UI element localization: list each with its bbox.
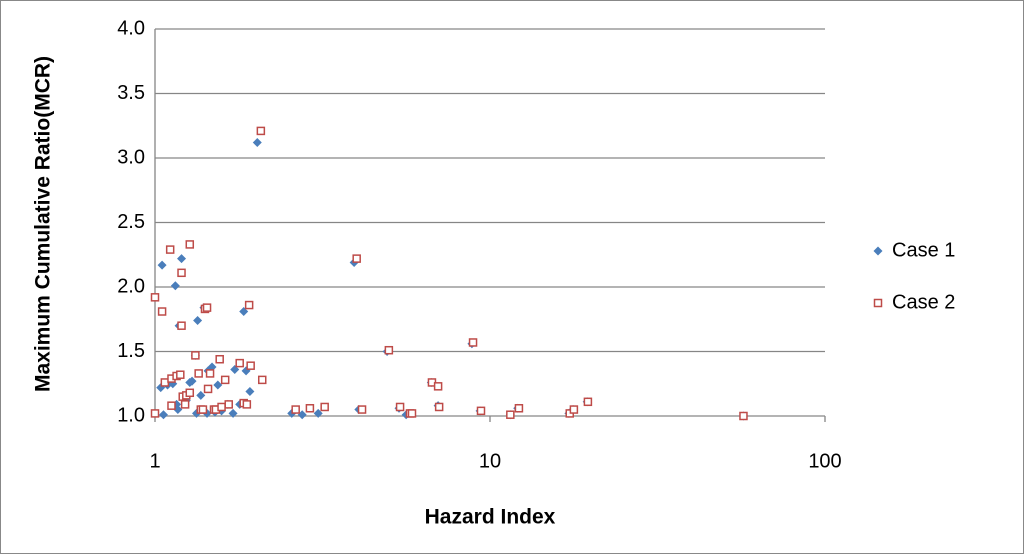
point	[434, 402, 444, 412]
point	[395, 402, 405, 412]
point	[357, 405, 367, 414]
point	[150, 293, 160, 302]
y-tick-label: 1.0	[117, 404, 145, 426]
point	[194, 369, 203, 378]
point	[235, 358, 244, 368]
point	[256, 126, 266, 136]
point	[583, 397, 593, 407]
point	[191, 351, 200, 360]
point	[224, 400, 233, 409]
point	[196, 390, 206, 400]
point	[739, 411, 748, 421]
legend-marker	[873, 246, 883, 256]
point	[320, 402, 329, 412]
point	[185, 388, 195, 398]
point	[291, 405, 300, 414]
point	[257, 375, 267, 385]
point	[203, 384, 213, 394]
point	[180, 400, 190, 409]
x-tick-label: 100	[808, 450, 841, 472]
point	[176, 370, 185, 379]
point	[157, 260, 167, 270]
point	[506, 410, 515, 419]
legend-label: Case 1	[892, 239, 955, 261]
point	[352, 254, 361, 263]
point	[217, 402, 226, 412]
point	[228, 408, 238, 418]
x-tick-label: 10	[479, 450, 501, 472]
point	[157, 307, 167, 316]
point	[215, 354, 224, 364]
point	[205, 369, 215, 378]
point	[246, 361, 255, 370]
legend-marker	[873, 298, 883, 308]
point	[187, 376, 197, 386]
point	[170, 281, 180, 291]
point	[384, 345, 394, 355]
point	[185, 240, 195, 249]
y-tick-label: 3.0	[117, 146, 145, 168]
point	[242, 400, 252, 409]
point	[407, 409, 417, 418]
point	[213, 380, 223, 390]
point	[193, 316, 203, 326]
point	[198, 405, 208, 414]
point	[220, 375, 230, 385]
point	[158, 410, 168, 420]
point	[177, 321, 186, 330]
point	[252, 138, 262, 148]
x-axis-label: Hazard Index	[425, 506, 556, 529]
point	[202, 303, 212, 312]
point	[514, 404, 524, 413]
y-axis-label: Maximum Cumulative Ratio(MCR)	[32, 56, 55, 392]
point	[569, 405, 579, 414]
point	[305, 404, 315, 413]
point	[165, 245, 175, 254]
point	[150, 409, 160, 418]
point	[244, 300, 254, 310]
x-tick-label: 1	[149, 450, 160, 472]
point	[177, 254, 187, 264]
y-tick-label: 3.5	[117, 82, 145, 104]
point	[167, 401, 176, 410]
point	[433, 382, 443, 391]
legend-label: Case 2	[892, 291, 955, 313]
point	[468, 338, 478, 347]
y-tick-label: 2.5	[117, 211, 145, 233]
point	[177, 268, 186, 278]
y-tick-label: 4.0	[117, 17, 145, 39]
y-tick-label: 1.5	[117, 340, 145, 362]
point	[476, 406, 486, 416]
y-tick-label: 2.0	[117, 275, 145, 297]
point	[245, 386, 255, 396]
